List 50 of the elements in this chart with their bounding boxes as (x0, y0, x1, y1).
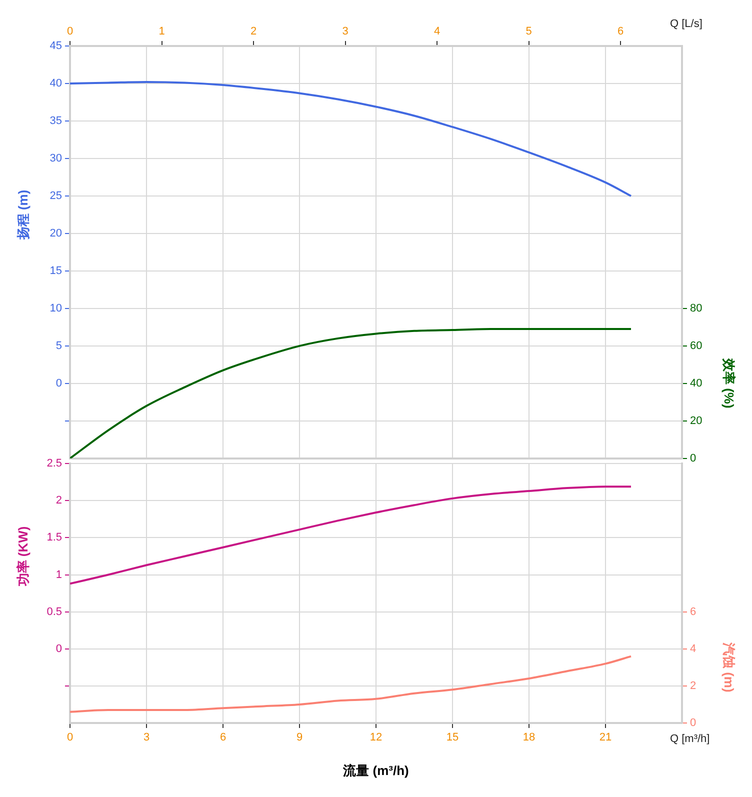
y-tick-label: 35 (50, 115, 62, 128)
y-tick-label: 0 (56, 377, 62, 390)
y2-tick-label: 4 (690, 642, 696, 655)
line-series (70, 328, 632, 458)
x2-tick-label: 3 (342, 25, 348, 38)
y2-tick-label: 20 (690, 414, 702, 427)
y-axis-title: 功率 (KW) (16, 526, 31, 588)
y2-axis-title: 效率 (%) (721, 357, 736, 408)
y-tick-label: 2.5 (46, 458, 62, 470)
y-tick-label: 20 (50, 227, 62, 240)
y-tick-label: 45 (50, 40, 62, 52)
y-tick-label: 40 (50, 78, 62, 90)
y-tick-label: 1.5 (46, 532, 62, 544)
y-axis-title: 扬程 (m) (16, 190, 31, 241)
x2-tick-label: 5 (526, 25, 532, 38)
x-tick-label: 12 (370, 732, 382, 744)
x2-tick-label: 2 (250, 25, 257, 38)
y-tick-label: 1 (56, 568, 62, 581)
y-tick-label: 5 (56, 340, 62, 352)
y2-axis-title: 汽蚀 (m) (721, 641, 736, 692)
x2-tick-label: 4 (434, 25, 440, 38)
text: Q [m³/h] (670, 733, 710, 746)
x-axis-title: 流量 (m³/h) (342, 762, 409, 778)
y-tick-label: 15 (50, 264, 62, 277)
y2-tick-label: 0 (690, 717, 696, 730)
y2-tick-label: 80 (690, 302, 702, 314)
y2-tick-label: 0 (690, 452, 696, 464)
y-tick-label: 25 (50, 190, 62, 202)
y2-tick-label: 60 (690, 340, 702, 352)
y-tick-label: 30 (50, 152, 62, 165)
x-tick-label: 9 (296, 732, 303, 744)
x2-tick-label: 6 (617, 25, 624, 38)
y2-tick-label: 6 (690, 606, 696, 618)
y2-tick-label: 2 (690, 680, 696, 692)
y-tick-label: 2 (56, 494, 62, 507)
y-tick-label: 0 (56, 642, 62, 655)
line-series (70, 655, 632, 713)
x-tick-label: 15 (446, 732, 459, 744)
x-tick-label: 18 (522, 732, 536, 744)
x2-axis-title: Q [L/s] (670, 18, 702, 30)
line-series (70, 486, 632, 585)
x2-tick-label: 0 (66, 25, 74, 38)
y-tick-label: 10 (50, 302, 62, 314)
x-tick-label: 3 (143, 732, 150, 744)
y2-tick-label: 40 (690, 377, 702, 390)
x-tick-label: 21 (599, 732, 612, 744)
x2-tick-label: 1 (158, 25, 165, 38)
x-tick-label: 0 (66, 732, 74, 744)
x-tick-label: 6 (220, 732, 226, 744)
y-tick-label: 0.5 (46, 606, 62, 618)
